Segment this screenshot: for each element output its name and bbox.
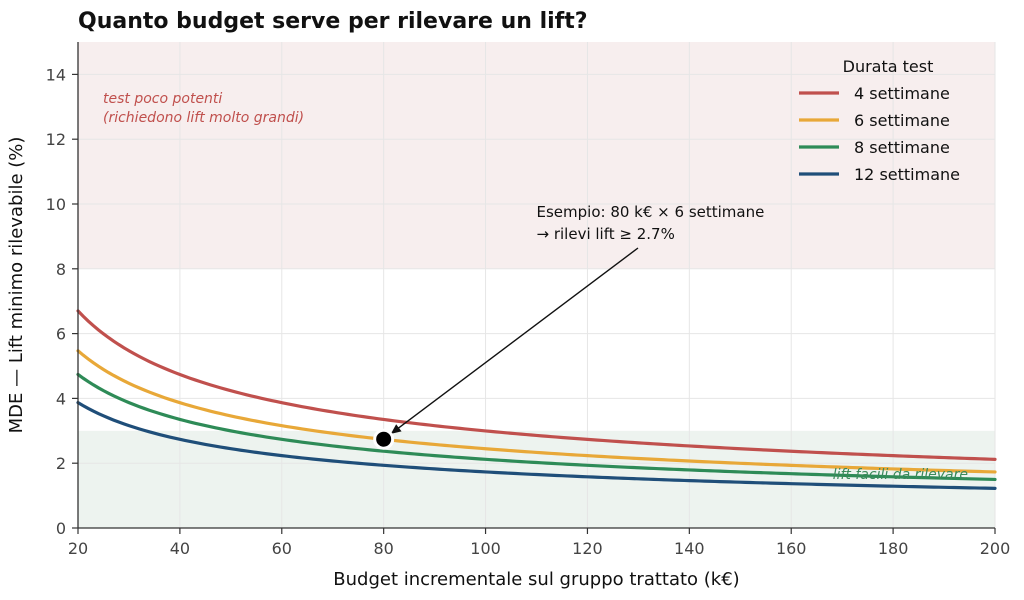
y-axis-label: MDE — Lift minimo rilevabile (%) [6,137,27,434]
x-tick-label: 200 [980,539,1011,558]
zones-layer [78,42,995,528]
annotation-line-2: → rilevi lift ≥ 2.7% [537,225,675,243]
x-tick-label: 160 [776,539,807,558]
series-layer [76,309,997,490]
x-axis-label: Budget incrementale sul gruppo trattato … [333,569,739,590]
chart-title: Quanto budget serve per rilevare un lift… [78,9,588,34]
annotation-arrowhead [390,424,402,434]
annotation-line-1: Esempio: 80 k€ × 6 settimane [537,203,765,221]
legend-entry-1: 6 settimane [854,111,950,130]
y-tick-label: 10 [46,195,66,214]
annotation-point [373,428,395,450]
x-tick-label: 120 [572,539,603,558]
series-line-0 [76,309,997,461]
x-tick-label: 140 [674,539,705,558]
legend-entry-2: 8 settimane [854,138,950,157]
zone-top-label-line-2: (richiedono lift molto grandi) [103,110,304,126]
y-tick-label: 0 [56,519,66,538]
legend-entry-0: 4 settimane [854,84,950,103]
axes-layer [77,42,995,529]
y-tick-label: 8 [56,260,66,279]
y-tick-label: 6 [56,325,66,344]
series-line-2 [76,372,997,482]
zone-top-label-line-1: test poco potenti [103,91,222,107]
y-tick-label: 4 [56,389,66,408]
x-tick-label: 80 [373,539,393,558]
legend-entry-3: 12 settimane [854,165,960,184]
y-tick-label: 12 [46,130,66,149]
x-tick-label: 40 [170,539,190,558]
zone-band-0 [78,42,995,269]
x-tick-label: 60 [272,539,292,558]
legend-title: Durata test [843,57,934,76]
y-tick-label: 2 [56,454,66,473]
annotation-layer: Esempio: 80 k€ × 6 settimane → rilevi li… [373,203,765,450]
y-tick-label: 14 [46,65,66,84]
zone-band-1 [78,430,995,528]
ticks-layer: 20 40 60 80 100 120 140 160 180 200 0 2 4 6 8 10 12 14 [46,65,1011,558]
annotation-arrow [383,247,639,440]
zone-bottom-label: lift facili da rilevare [833,467,968,483]
x-tick-label: 20 [68,539,88,558]
legend: Durata test 4 settimane 6 settimane 8 sett… [799,57,960,184]
x-tick-label: 180 [878,539,909,558]
x-tick-label: 100 [470,539,501,558]
series-line-1 [76,349,997,474]
series-line-3 [76,401,997,490]
